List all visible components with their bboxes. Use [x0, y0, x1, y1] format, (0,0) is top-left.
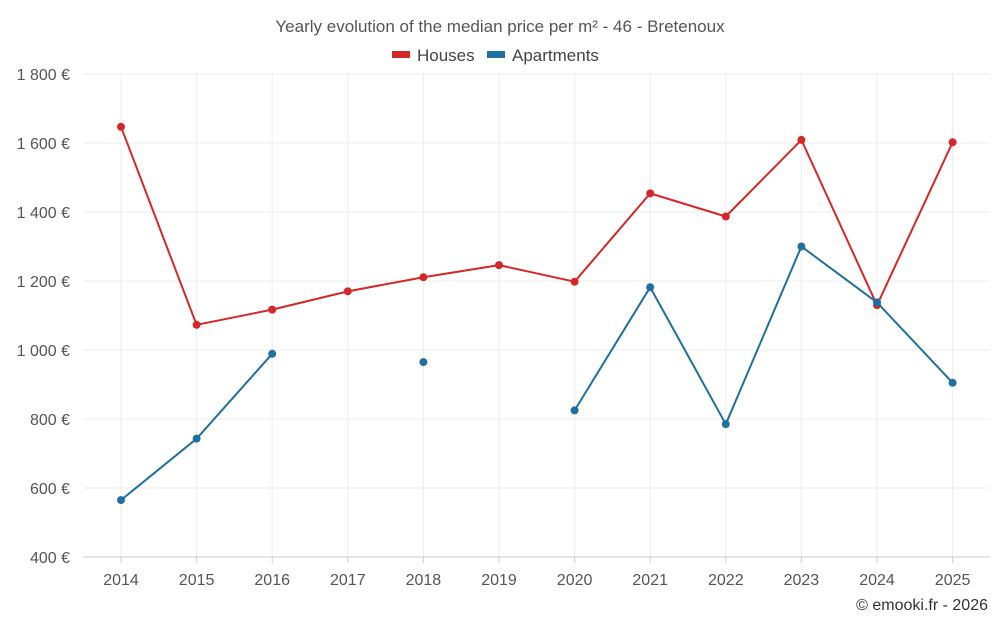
y-tick-label: 600 € — [30, 481, 70, 498]
x-tick-label: 2016 — [254, 572, 290, 589]
y-tick-label: 1 800 € — [17, 67, 70, 84]
legend: Houses Apartments — [392, 46, 599, 65]
y-tick-label: 800 € — [30, 412, 70, 429]
x-tick-label: 2014 — [103, 572, 139, 589]
x-tick-label: 2019 — [481, 572, 517, 589]
data-point-houses[interactable] — [268, 305, 277, 314]
legend-item-houses[interactable]: Houses — [392, 46, 475, 65]
legend-swatch — [487, 51, 505, 58]
legend-label: Apartments — [512, 46, 599, 65]
series-line-houses — [120, 126, 954, 326]
data-point-houses[interactable] — [646, 189, 655, 198]
x-tick-label: 2023 — [784, 572, 820, 589]
y-tick-label: 1 000 € — [17, 343, 70, 360]
y-tick-label: 400 € — [30, 550, 70, 567]
data-point-apartments[interactable] — [419, 358, 428, 367]
x-tick-label: 2025 — [935, 572, 971, 589]
data-point-houses[interactable] — [192, 320, 201, 329]
data-point-apartments[interactable] — [268, 349, 277, 358]
x-tick-label: 2015 — [179, 572, 215, 589]
data-point-apartments[interactable] — [570, 406, 579, 415]
data-point-apartments[interactable] — [646, 283, 655, 292]
data-point-houses[interactable] — [117, 122, 125, 131]
data-point-apartments[interactable] — [117, 496, 125, 505]
y-tick-label: 1 600 € — [17, 136, 70, 153]
legend-item-apartments[interactable]: Apartments — [487, 46, 599, 65]
data-point-houses[interactable] — [948, 138, 957, 147]
series-layer — [117, 122, 957, 505]
data-point-houses[interactable] — [343, 287, 352, 296]
grid-layer — [83, 73, 990, 557]
y-tick-label: 1 400 € — [17, 205, 70, 222]
x-tick-label: 2024 — [859, 572, 895, 589]
data-point-apartments[interactable] — [948, 378, 957, 387]
data-point-houses[interactable] — [570, 277, 579, 286]
data-point-apartments[interactable] — [721, 420, 730, 429]
series-apartments — [117, 242, 957, 505]
x-tick-label: 2021 — [632, 572, 668, 589]
legend-swatch — [392, 51, 410, 58]
y-tick-label: 1 200 € — [17, 274, 70, 291]
x-tick-label: 2022 — [708, 572, 744, 589]
data-point-houses[interactable] — [721, 212, 730, 221]
series-houses — [117, 122, 957, 329]
x-tick-label: 2018 — [406, 572, 442, 589]
axis-layer: 400 € 600 € 800 € 1 000 € 1 200 € 1 400 € 1 60… — [17, 67, 990, 589]
chart-title: Yearly evolution of the median price per… — [275, 17, 725, 36]
x-tick-label: 2020 — [557, 572, 593, 589]
legend-label: Houses — [417, 46, 475, 65]
series-line-apartments — [573, 245, 954, 426]
data-point-houses[interactable] — [419, 273, 428, 282]
data-point-houses[interactable] — [495, 261, 503, 270]
credit-text: © emooki.fr - 2026 — [856, 597, 988, 614]
data-point-apartments[interactable] — [192, 434, 201, 443]
data-point-houses[interactable] — [797, 135, 806, 144]
data-point-apartments[interactable] — [797, 242, 806, 251]
x-tick-label: 2017 — [330, 572, 366, 589]
data-point-apartments[interactable] — [873, 298, 881, 307]
